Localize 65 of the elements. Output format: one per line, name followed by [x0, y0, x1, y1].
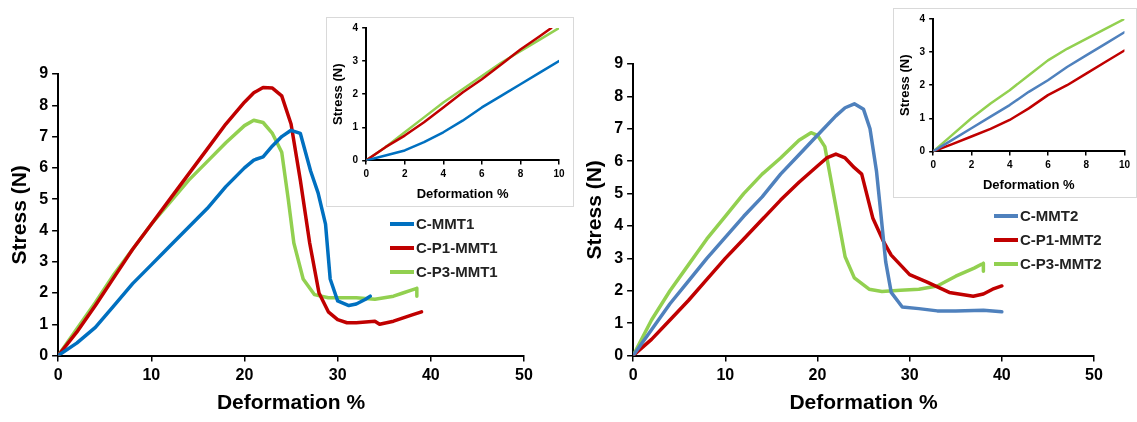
y-tick-label: 7: [39, 126, 49, 144]
legend-label: C-MMT1: [416, 215, 475, 233]
y-tick-label: 4: [919, 12, 926, 24]
x-tick-label: 30: [900, 365, 919, 383]
x-tick-label: 2: [968, 159, 975, 171]
y-axis-title: Stress (N): [582, 160, 606, 260]
y-tick-label: 9: [39, 64, 49, 82]
y-tick-label: 3: [352, 54, 359, 66]
legend-label: C-P1-MMT1: [416, 239, 498, 257]
y-tick-label: 2: [352, 87, 359, 99]
x-tick-label: 0: [53, 365, 63, 383]
y-tick-label: 5: [614, 184, 624, 202]
y-tick-label: 1: [614, 313, 624, 331]
y-tick-label: 0: [614, 346, 624, 364]
y-tick-label: 1: [919, 112, 926, 124]
x-axis-title: Deformation %: [982, 176, 1076, 192]
x-tick-label: 10: [142, 365, 161, 383]
y-tick-label: 4: [39, 220, 49, 238]
x-tick-label: 4: [1006, 159, 1013, 171]
y-tick-label: 0: [39, 346, 49, 364]
x-tick-label: 10: [553, 168, 565, 180]
x-tick-label: 6: [479, 168, 486, 180]
y-tick-label: 9: [614, 54, 624, 72]
x-tick-label: 50: [1085, 365, 1103, 383]
x-tick-label: 6: [1045, 159, 1052, 171]
y-tick-label: 0: [919, 145, 926, 157]
x-tick-label: 10: [716, 365, 735, 383]
x-tick-label: 8: [1083, 159, 1090, 171]
x-tick-label: 40: [421, 365, 440, 383]
y-tick-label: 2: [919, 78, 926, 90]
x-tick-label: 8: [517, 168, 524, 180]
x-tick-label: 30: [328, 365, 347, 383]
y-tick-label: 4: [614, 216, 624, 234]
y-tick-label: 1: [39, 314, 49, 332]
x-tick-label: 50: [515, 365, 533, 383]
y-axis-title: Stress (N): [7, 165, 31, 265]
y-tick-label: 3: [614, 248, 624, 266]
y-tick-label: 2: [39, 283, 49, 301]
x-axis-title: Deformation %: [416, 185, 509, 201]
legend-label: C-P3-MMT2: [1020, 255, 1102, 273]
x-tick-label: 0: [930, 159, 937, 171]
x-tick-label: 0: [628, 365, 638, 383]
x-tick-label: 0: [363, 168, 370, 180]
x-axis-title: Deformation %: [216, 390, 366, 414]
y-tick-label: 3: [919, 45, 926, 57]
y-tick-label: 8: [39, 95, 49, 113]
y-tick-label: 7: [614, 119, 624, 137]
y-tick-label: 4: [352, 21, 359, 33]
y-axis-title: Stress (N): [330, 63, 346, 125]
y-tick-label: 1: [352, 121, 359, 133]
legend-label: C-MMT2: [1020, 207, 1079, 225]
x-tick-label: 10: [1118, 159, 1131, 171]
x-tick-label: 20: [808, 365, 827, 383]
legend-label: C-P1-MMT2: [1020, 231, 1102, 249]
y-tick-label: 8: [614, 86, 624, 104]
x-tick-label: 4: [440, 168, 447, 180]
x-tick-label: 40: [992, 365, 1011, 383]
x-tick-label: 20: [235, 365, 254, 383]
x-tick-label: 2: [401, 168, 408, 180]
y-tick-label: 2: [614, 281, 624, 299]
y-tick-label: 5: [39, 189, 49, 207]
legend-label: C-P3-MMT1: [416, 263, 498, 281]
x-axis-title: Deformation %: [789, 390, 938, 414]
y-axis-title: Stress (N): [897, 54, 913, 116]
y-tick-label: 3: [39, 252, 49, 270]
